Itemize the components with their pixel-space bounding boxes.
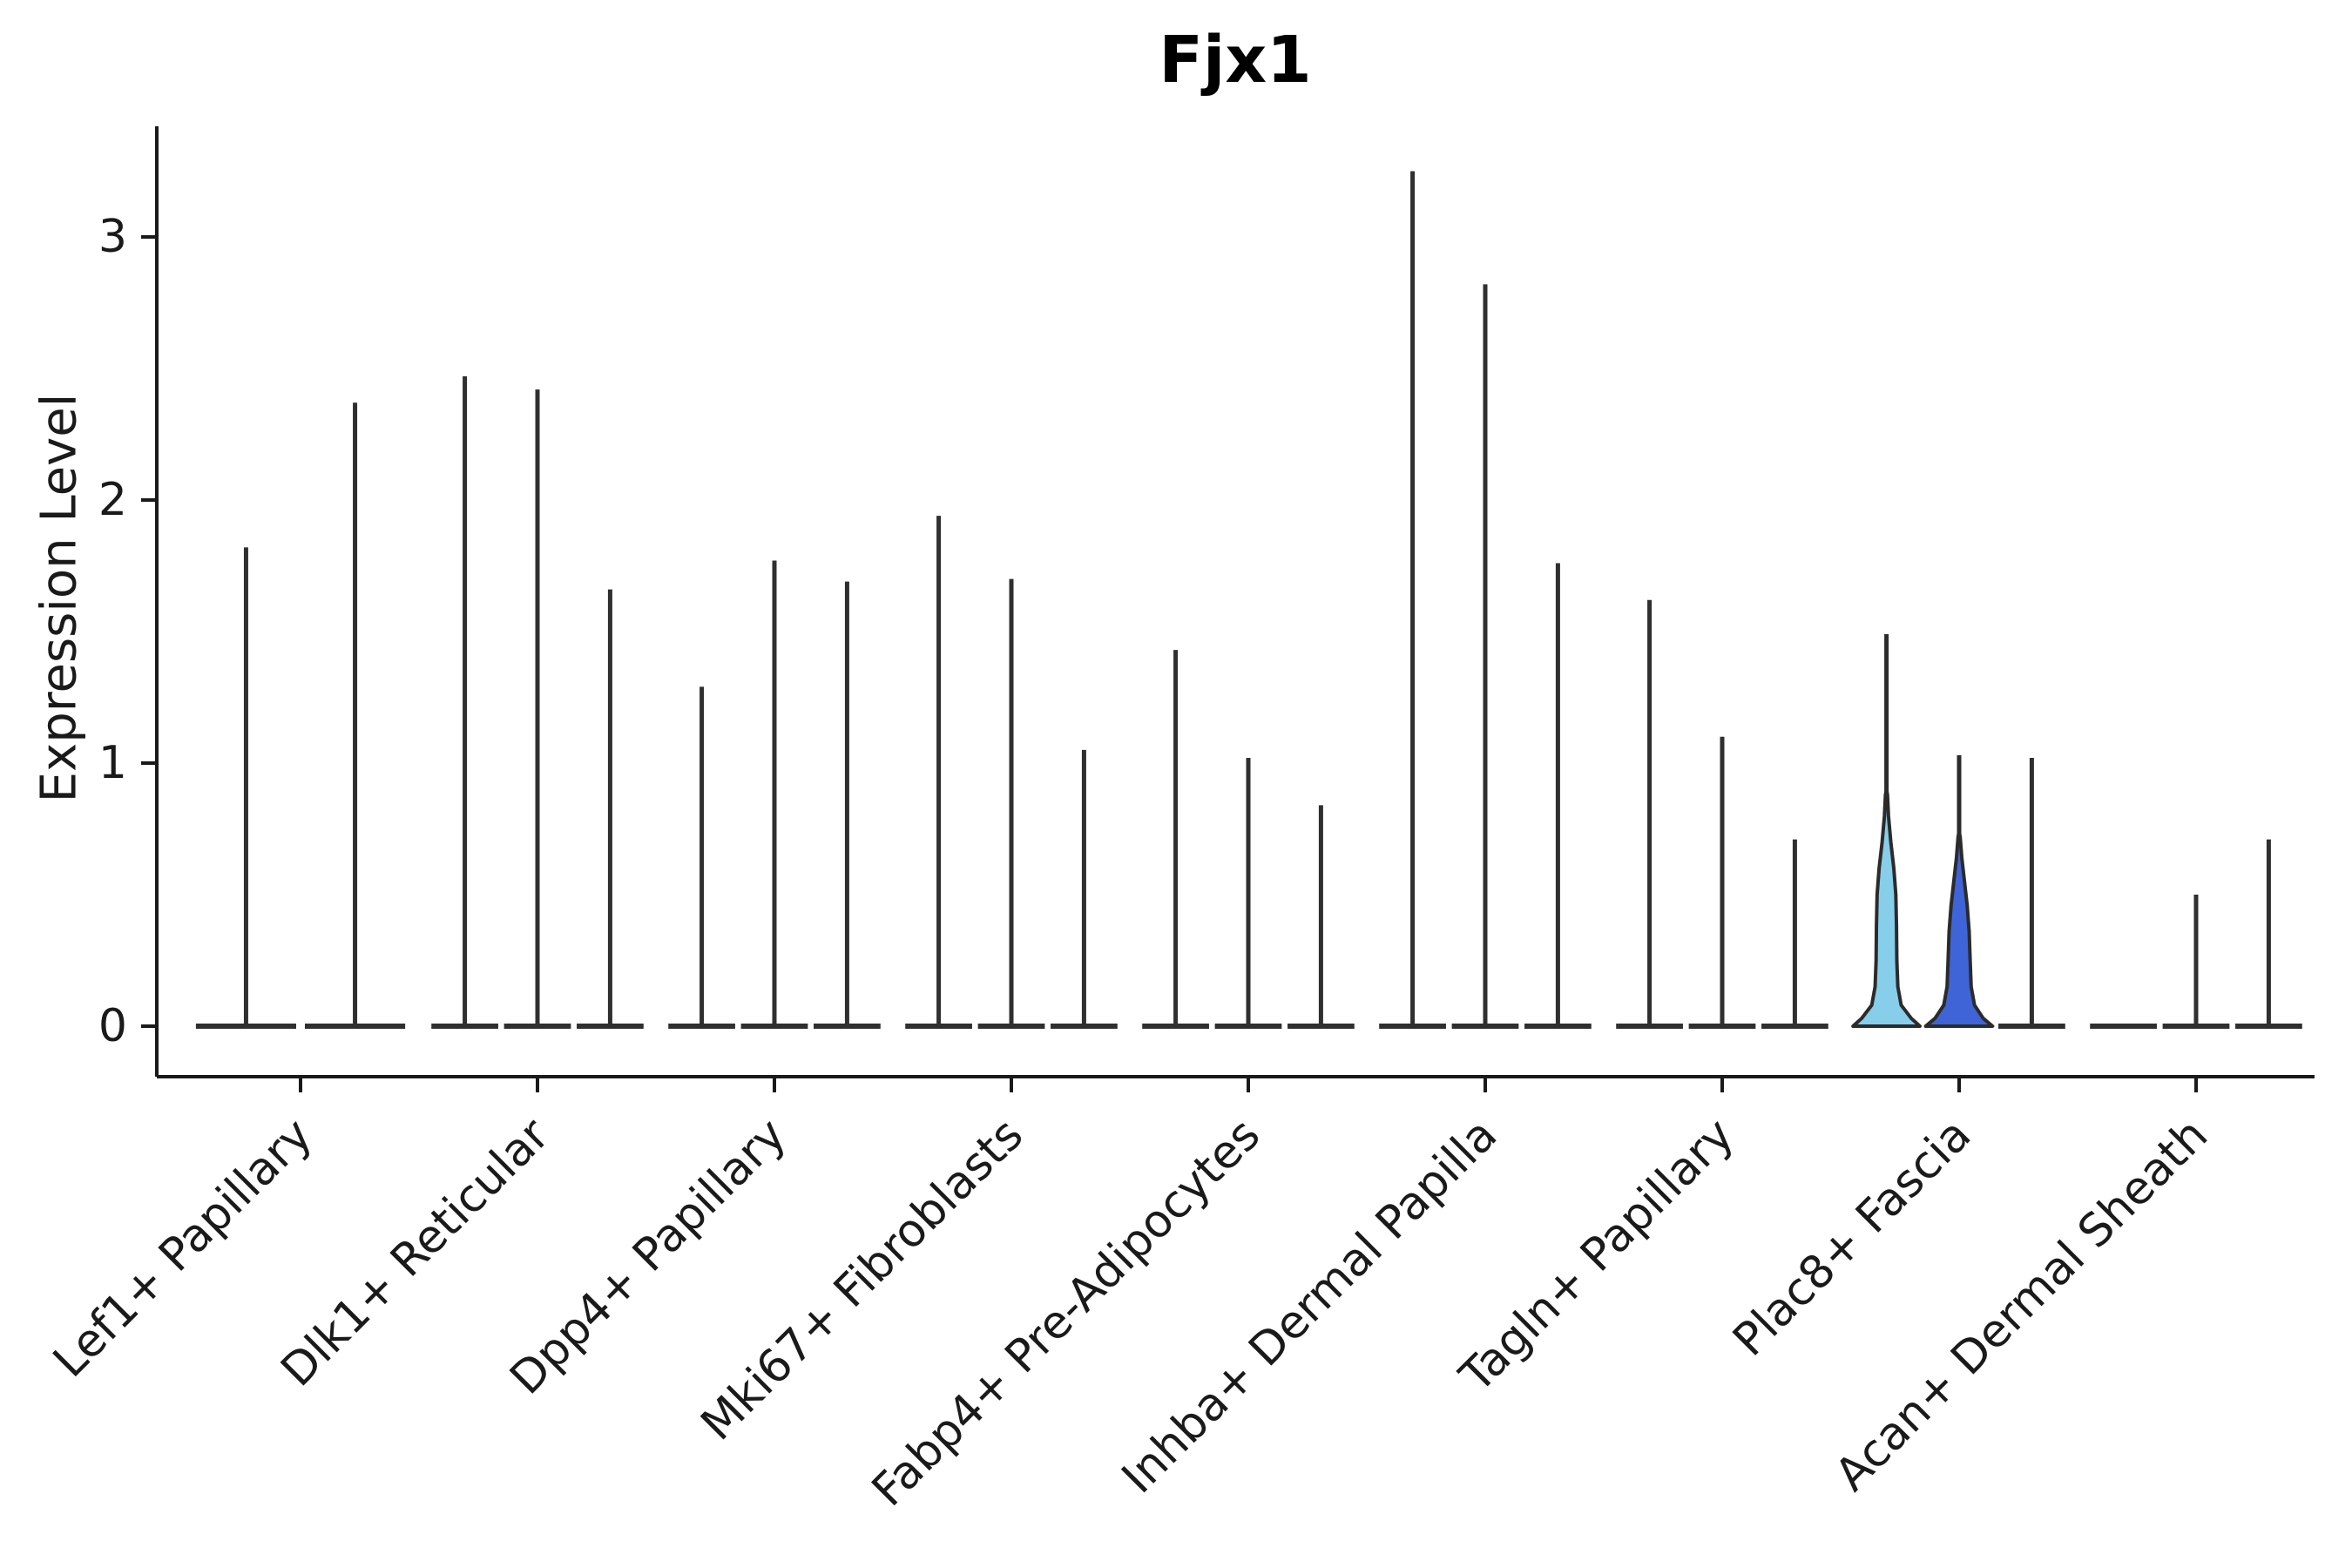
y-tick-label: 2 bbox=[98, 474, 127, 526]
x-tick-label: Lef1+ Papillary bbox=[44, 1109, 322, 1388]
y-tick-label: 3 bbox=[98, 211, 127, 263]
y-tick-label: 1 bbox=[98, 737, 127, 789]
x-tick-label: Inhba+ Dermal Papilla bbox=[1112, 1109, 1507, 1504]
violin-body-filled bbox=[1923, 829, 1995, 1028]
chart-title: Fjx1 bbox=[1159, 23, 1312, 98]
x-tick-label: Plac8+ Fascia bbox=[1723, 1109, 1981, 1367]
x-tick-label: Fabp4+ Pre-Adipocytes bbox=[862, 1109, 1270, 1517]
y-axis-label: Expression Level bbox=[30, 393, 88, 803]
violin-body-filled bbox=[1851, 787, 1922, 1028]
y-tick-label: 0 bbox=[98, 1000, 127, 1052]
